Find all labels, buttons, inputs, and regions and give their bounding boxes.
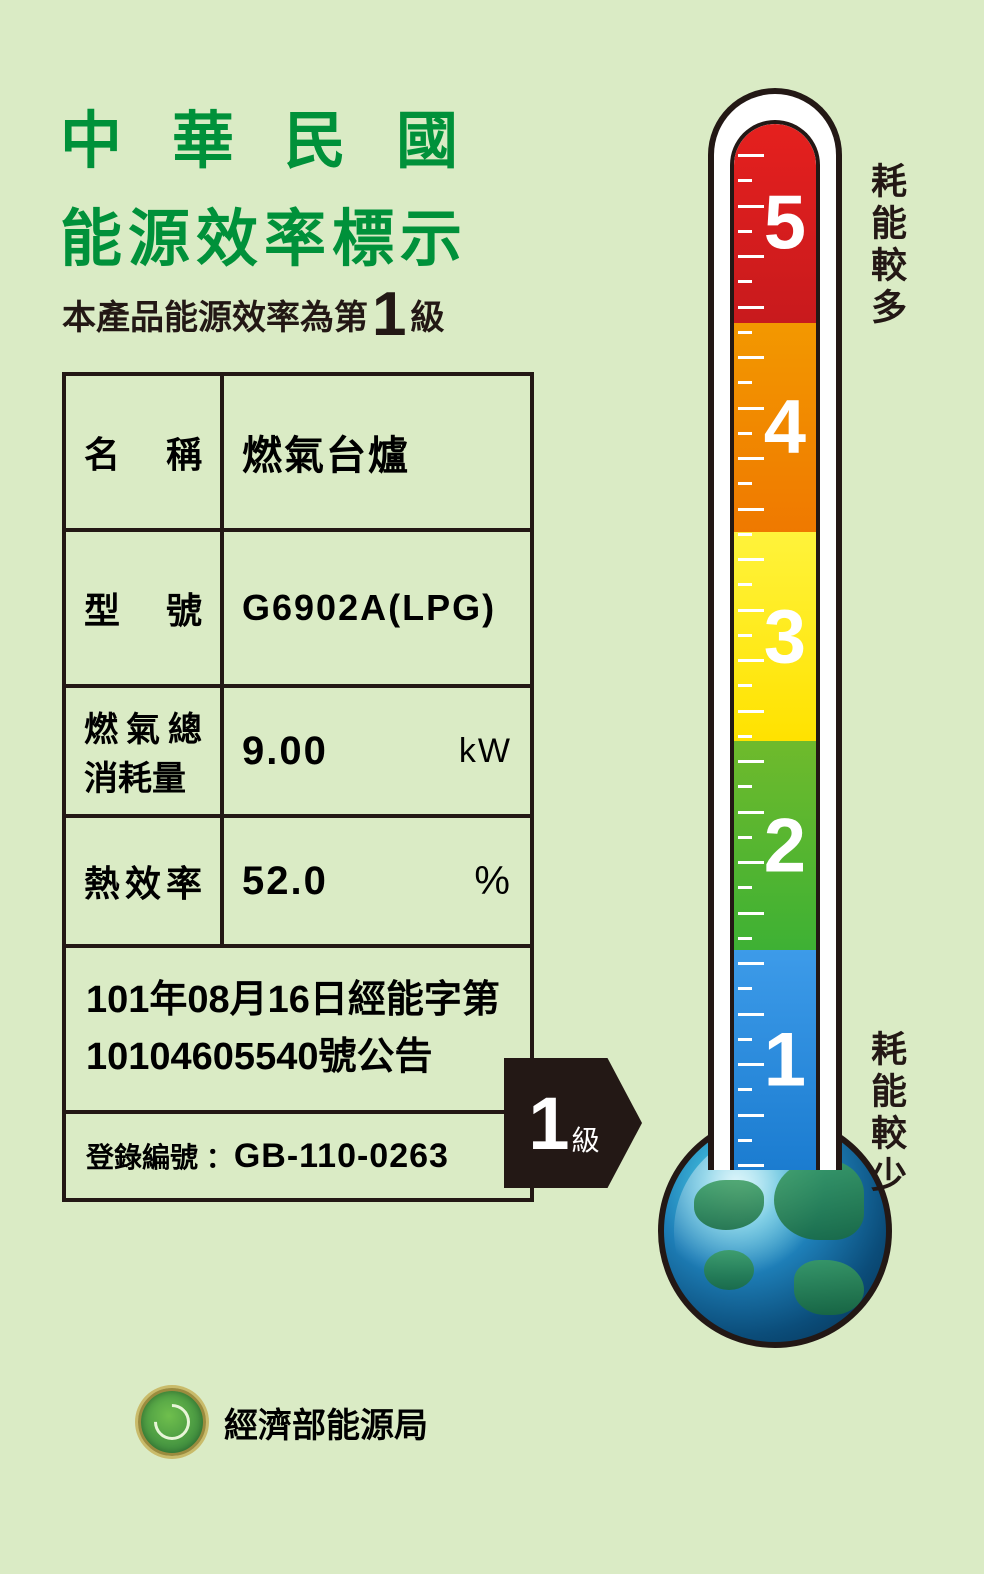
product-grade-statement: 本產品能源效率為第 1 級 — [62, 278, 444, 340]
row-label-consumption: 燃氣總消耗量 — [64, 686, 222, 816]
segment-num: 2 — [764, 802, 806, 889]
header-line1: 中華民國 — [60, 90, 508, 180]
segment-num: 3 — [764, 593, 806, 680]
efficiency-value: 52.0 — [242, 859, 328, 904]
colon: ： — [206, 1142, 234, 1173]
thermometer-tube: 5 4 3 2 1 — [708, 88, 842, 1170]
segment-num: 5 — [764, 180, 806, 267]
header-line2: 能源效率標示 — [60, 188, 508, 278]
bureau-seal-icon — [138, 1388, 206, 1456]
row-value-model: G6902A(LPG) — [222, 530, 532, 686]
table-row: 熱效率 52.0 % — [64, 816, 532, 946]
grade-prefix: 本產品能源效率為第 — [62, 290, 368, 339]
row-label-efficiency: 熱效率 — [64, 816, 222, 946]
bureau-name: 經濟部能源局 — [224, 1398, 428, 1447]
row-value-efficiency: 52.0 % — [222, 816, 532, 946]
footer: 經濟部能源局 — [138, 1388, 428, 1456]
grade-suffix: 級 — [410, 290, 444, 339]
table-row: 型 號 G6902A(LPG) — [64, 530, 532, 686]
thermometer-segments: 5 4 3 2 1 — [730, 120, 820, 1170]
rating-arrow-badge: 1 級 — [504, 1058, 642, 1188]
table-row: 名 稱 燃氣台爐 — [64, 374, 532, 530]
segment-num: 1 — [764, 1017, 806, 1104]
grade-number: 1 — [372, 284, 406, 346]
thermometer: 5 4 3 2 1 耗能較多 耗能較少 — [644, 88, 924, 1408]
registration-cell: 登錄編號 ：GB-110-0263 — [64, 1112, 532, 1200]
label-less-energy: 耗能較少 — [860, 1030, 912, 1198]
row-label-name: 名 稱 — [64, 374, 222, 530]
arrow-suffix: 級 — [572, 1119, 600, 1159]
registration-label: 登錄編號 — [86, 1142, 198, 1173]
header: 中華民國 能源效率標示 — [60, 90, 508, 278]
table-row: 燃氣總消耗量 9.00 kW — [64, 686, 532, 816]
arrow-grade: 1 — [528, 1081, 569, 1166]
table-row: 101年08月16日經能字第10104605540號公告 — [64, 946, 532, 1112]
consumption-unit: kW — [459, 732, 512, 771]
table-row: 登錄編號 ：GB-110-0263 — [64, 1112, 532, 1200]
row-value-consumption: 9.00 kW — [222, 686, 532, 816]
segment-num: 4 — [764, 384, 806, 471]
thermometer-ticks — [738, 154, 766, 1164]
row-value-name: 燃氣台爐 — [222, 374, 532, 530]
announcement-cell: 101年08月16日經能字第10104605540號公告 — [64, 946, 532, 1112]
info-table: 名 稱 燃氣台爐 型 號 G6902A(LPG) 燃氣總消耗量 9.00 kW … — [62, 372, 534, 1202]
efficiency-unit: % — [474, 859, 512, 904]
label-more-energy: 耗能較多 — [860, 162, 912, 330]
registration-id: GB-110-0263 — [234, 1137, 449, 1175]
consumption-value: 9.00 — [242, 729, 328, 774]
row-label-model: 型 號 — [64, 530, 222, 686]
